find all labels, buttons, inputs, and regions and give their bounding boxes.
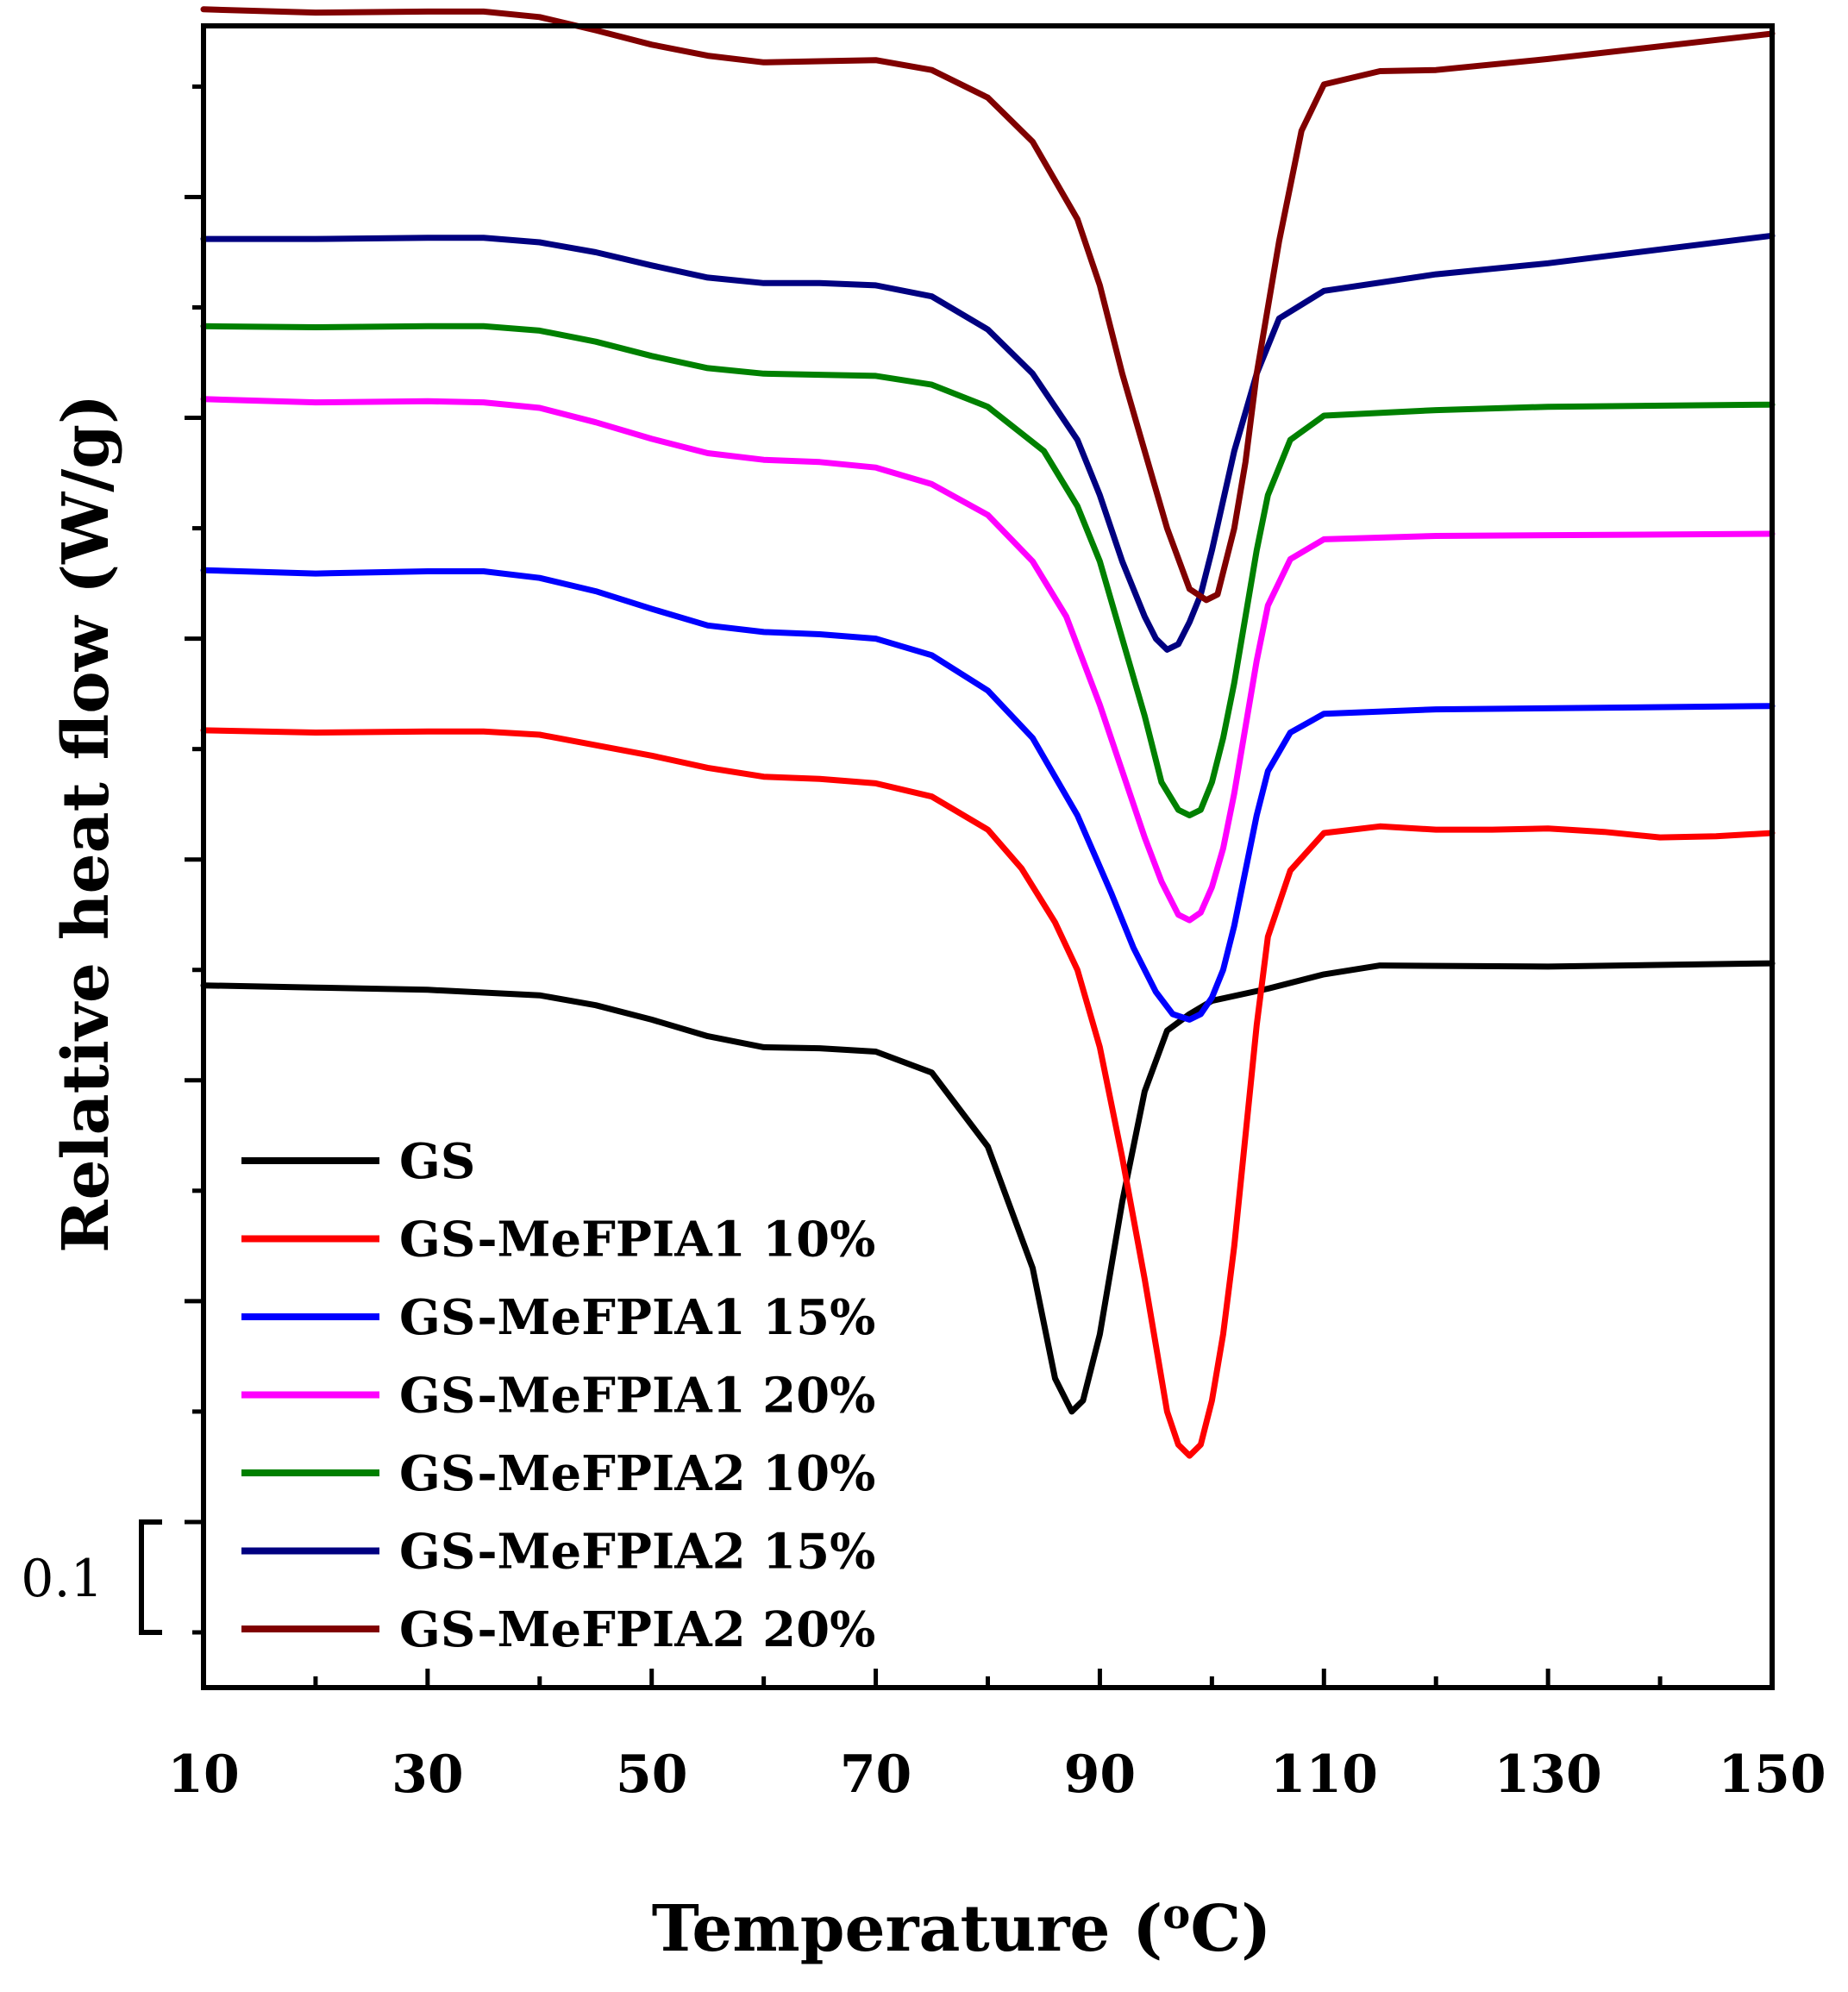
x-tick-label: 30 xyxy=(392,1745,464,1805)
legend-label-3: GS-MeFPIA1 20% xyxy=(399,1368,875,1425)
x-tick-label: 150 xyxy=(1718,1745,1826,1805)
legend: GS GS-MeFPIA1 10% GS-MeFPIA1 15% GS-MeFPIA1… xyxy=(241,1133,875,1658)
legend-label-0: GS xyxy=(399,1133,475,1190)
axis-layer: 10 30 50 70 90 110 130 150 xyxy=(167,84,1826,1805)
y-axis-label: Relative heat flow (W/g) xyxy=(49,394,123,1253)
x-axis-label: Temperature (oC) xyxy=(652,1890,1271,1966)
series-line-0 xyxy=(200,960,1776,1415)
scale-bar: 0.1 xyxy=(21,1519,162,1635)
series-line-1 xyxy=(200,727,1776,1459)
x-tick-label: 110 xyxy=(1270,1745,1378,1805)
x-axis-label-unit: C) xyxy=(1190,1892,1271,1966)
series-layer xyxy=(200,6,1776,1459)
x-axis-label-sup: o xyxy=(1162,1890,1190,1939)
x-axis-label-text: Temperature ( xyxy=(652,1892,1163,1966)
scale-bar-label: 0.1 xyxy=(21,1549,103,1609)
legend-label-1: GS-MeFPIA1 10% xyxy=(399,1212,875,1268)
series-line-3 xyxy=(200,396,1776,924)
legend-label-4: GS-MeFPIA2 10% xyxy=(399,1445,875,1502)
series-line-6 xyxy=(200,6,1776,604)
x-tick-label: 10 xyxy=(167,1745,240,1805)
x-tick-label: 70 xyxy=(840,1745,912,1805)
x-tick-label: 50 xyxy=(616,1745,688,1805)
legend-label-5: GS-MeFPIA2 15% xyxy=(399,1524,875,1581)
x-tick-label: 130 xyxy=(1494,1745,1602,1805)
legend-label-6: GS-MeFPIA2 20% xyxy=(399,1601,875,1658)
series-line-4 xyxy=(200,323,1776,818)
series-line-2 xyxy=(200,567,1776,1023)
legend-label-2: GS-MeFPIA1 15% xyxy=(399,1289,875,1346)
x-tick-label: 90 xyxy=(1064,1745,1137,1805)
